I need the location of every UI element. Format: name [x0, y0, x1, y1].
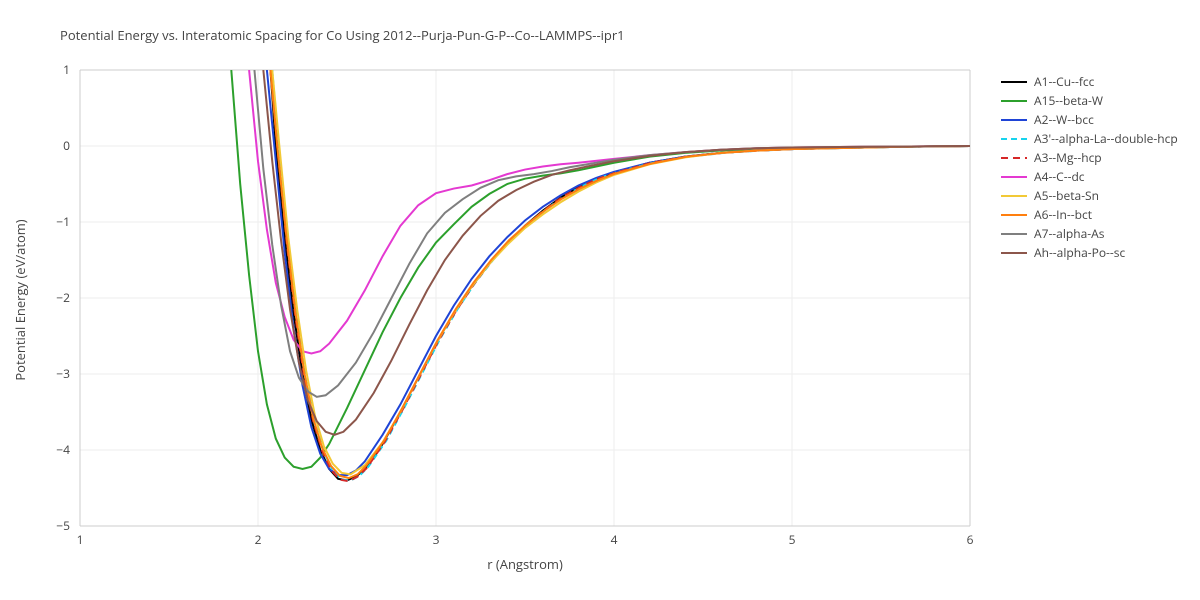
y-tick-label: −4 [56, 441, 70, 458]
legend-entry[interactable]: A2--W--bcc [1000, 110, 1178, 129]
plot-svg: 123456−5−4−3−2−101 [80, 70, 970, 526]
legend-label: A3'--alpha-La--double-hcp [1034, 130, 1178, 147]
legend-label: A15--beta-W [1034, 92, 1103, 109]
x-tick-label: 1 [77, 531, 84, 548]
x-tick-label: 2 [255, 531, 262, 548]
legend-swatch [1000, 132, 1028, 146]
legend-entry[interactable]: A5--beta-Sn [1000, 186, 1178, 205]
legend-entry[interactable]: A3--Mg--hcp [1000, 148, 1178, 167]
chart-title: Potential Energy vs. Interatomic Spacing… [60, 26, 625, 44]
legend-label: A4--C--dc [1034, 168, 1085, 185]
y-tick-label: 1 [63, 61, 70, 78]
legend-swatch [1000, 246, 1028, 260]
legend-label: A6--In--bct [1034, 206, 1092, 223]
y-tick-label: −2 [56, 289, 70, 306]
legend-label: A5--beta-Sn [1034, 187, 1099, 204]
x-tick-label: 3 [433, 531, 440, 548]
legend-entry[interactable]: A6--In--bct [1000, 205, 1178, 224]
legend-label: A3--Mg--hcp [1034, 149, 1102, 166]
legend-entry[interactable]: A7--alpha-As [1000, 224, 1178, 243]
legend-label: A2--W--bcc [1034, 111, 1094, 128]
y-tick-label: −3 [56, 365, 70, 382]
legend-label: Ah--alpha-Po--sc [1034, 244, 1125, 261]
legend-entry[interactable]: A3'--alpha-La--double-hcp [1000, 129, 1178, 148]
legend-swatch [1000, 170, 1028, 184]
legend-swatch [1000, 75, 1028, 89]
legend-swatch [1000, 227, 1028, 241]
x-axis-label: r (Angstrom) [487, 555, 563, 573]
legend-label: A7--alpha-As [1034, 225, 1104, 242]
y-axis-label: Potential Energy (eV/atom) [11, 219, 29, 380]
legend-swatch [1000, 94, 1028, 108]
x-tick-label: 4 [611, 531, 618, 548]
legend: A1--Cu--fcc A15--beta-W A2--W--bcc A3'--alp… [1000, 72, 1178, 262]
legend-swatch [1000, 189, 1028, 203]
y-tick-label: −1 [56, 213, 70, 230]
legend-entry[interactable]: Ah--alpha-Po--sc [1000, 243, 1178, 262]
y-tick-label: −5 [56, 517, 70, 534]
legend-entry[interactable]: A1--Cu--fcc [1000, 72, 1178, 91]
legend-entry[interactable]: A15--beta-W [1000, 91, 1178, 110]
legend-label: A1--Cu--fcc [1034, 73, 1094, 90]
legend-swatch [1000, 208, 1028, 222]
x-tick-label: 5 [789, 531, 796, 548]
chart-container: Potential Energy vs. Interatomic Spacing… [0, 0, 1200, 600]
x-tick-label: 6 [967, 531, 974, 548]
legend-swatch [1000, 151, 1028, 165]
y-tick-label: 0 [63, 137, 70, 154]
legend-entry[interactable]: A4--C--dc [1000, 167, 1178, 186]
legend-swatch [1000, 113, 1028, 127]
